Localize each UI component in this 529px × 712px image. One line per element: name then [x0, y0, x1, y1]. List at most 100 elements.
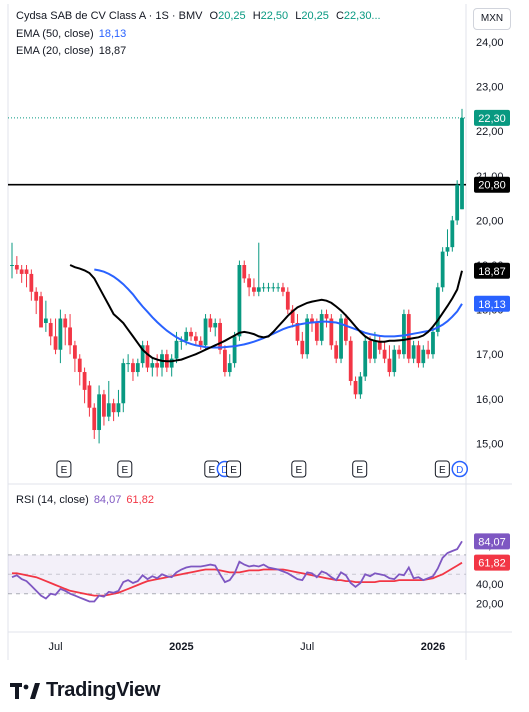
rsi-tick-label: 40,00 [476, 579, 504, 591]
candle-body [58, 318, 63, 350]
rsi-last-label-bg [474, 533, 510, 550]
candle-body [208, 318, 213, 328]
candle-body [213, 322, 218, 328]
candle-body [39, 296, 43, 328]
rsi-legend[interactable]: RSI (14, close) 84,07 61,82 [16, 493, 154, 507]
candle-body [281, 287, 285, 292]
candle-body [48, 322, 53, 337]
candle-body [87, 385, 92, 408]
rsi-tick-label: 20,00 [476, 598, 504, 610]
earnings-marker [434, 460, 450, 478]
tradingview-logo[interactable]: TradingView [10, 679, 160, 702]
candle-body [53, 336, 58, 350]
candle-body [460, 117, 464, 210]
earnings-marker [56, 460, 72, 478]
time-tick-label: 2025 [169, 641, 193, 653]
candle-body [382, 349, 387, 359]
candle-body [426, 349, 431, 355]
ema20-line [69, 264, 463, 363]
candle-body [77, 358, 82, 373]
candle-body [314, 322, 319, 341]
ohlc-high: H22,50 [252, 10, 289, 22]
candle-body [92, 407, 97, 431]
earnings-marker [226, 460, 242, 478]
candle-body [421, 349, 426, 364]
candle-body [111, 403, 116, 413]
candle-body [329, 318, 334, 346]
candle-body [184, 331, 189, 341]
candle-body [310, 318, 314, 323]
dividend-marker-label: D [221, 465, 228, 476]
rsi-ma-last-label: 61,82 [478, 558, 506, 570]
rsi-band [8, 554, 466, 594]
candle-body [290, 309, 295, 323]
candle-body [198, 340, 203, 346]
candle-body [285, 291, 290, 310]
last-price-label-bg [474, 109, 510, 126]
ema20-legend[interactable]: EMA (20, close) 18,87 [16, 44, 126, 58]
candle-body [402, 314, 406, 355]
currency-button[interactable]: MXN [473, 8, 511, 30]
candle-body [218, 322, 222, 350]
candle-body [68, 327, 72, 346]
earnings-marker-label: E [230, 465, 237, 476]
price-tick-label: 16,00 [476, 394, 504, 406]
candle-body [373, 340, 377, 359]
horizontal-line-label-bg [474, 176, 510, 193]
time-tick-label: Jul [49, 641, 63, 653]
candle-body [358, 376, 363, 395]
candle-body [121, 363, 126, 404]
candle-body [29, 273, 34, 292]
earnings-marker-label: E [295, 465, 302, 476]
candle-body [256, 287, 261, 292]
ema50-price-label-bg [474, 295, 510, 312]
candle-body [392, 349, 397, 373]
candle-body [319, 314, 324, 341]
candle-body [14, 265, 19, 270]
ema50-line [94, 268, 463, 349]
candle-body [368, 340, 372, 359]
candle-body [440, 251, 445, 288]
candle-body [252, 287, 256, 292]
time-tick-label: Jul [300, 641, 314, 653]
candle-body [411, 345, 416, 359]
candle-body [242, 265, 247, 279]
candle-body [271, 287, 276, 289]
earnings-marker [352, 460, 368, 478]
candle-body [169, 358, 174, 368]
rsi-label: RSI (14, close) [16, 494, 89, 506]
rsi-ma-last-label-bg [474, 554, 510, 571]
candle-body [339, 318, 343, 359]
candle-body [155, 363, 160, 368]
ema20-price-label-bg [474, 262, 510, 279]
candle-body [10, 265, 14, 266]
ema50-legend[interactable]: EMA (50, close) 18,13 [16, 27, 126, 41]
price-tick-label: 15,00 [476, 438, 504, 450]
horizontal-line-label: 20,80 [478, 180, 506, 192]
candle-body [232, 336, 237, 364]
candle-body [276, 287, 281, 289]
candle-body [431, 331, 435, 355]
candle-body [102, 394, 106, 417]
candle-body [247, 278, 251, 288]
candle-body [43, 318, 48, 323]
earnings-marker-label: E [61, 465, 68, 476]
candle-body [324, 314, 329, 319]
symbol-legend: Cydsa SAB de CV Class A · 1S · BMV O20,2… [16, 9, 381, 23]
ema20-label: EMA (20, close) [16, 45, 94, 57]
earnings-marker-label: E [439, 465, 446, 476]
ema20-value: 18,87 [98, 45, 127, 57]
candle-body [348, 340, 353, 381]
ohlc-close: C22,30... [335, 10, 381, 22]
candle-body [223, 349, 227, 373]
candle-body [353, 380, 358, 395]
candle-body [295, 322, 300, 341]
candle-body [237, 265, 242, 337]
last-price-label: 22,30 [478, 113, 506, 125]
rsi-value: 84,07 [93, 494, 122, 506]
candle-body [363, 340, 368, 377]
candle-body [174, 340, 179, 359]
candle-body [189, 331, 193, 337]
candle-body [387, 358, 392, 373]
